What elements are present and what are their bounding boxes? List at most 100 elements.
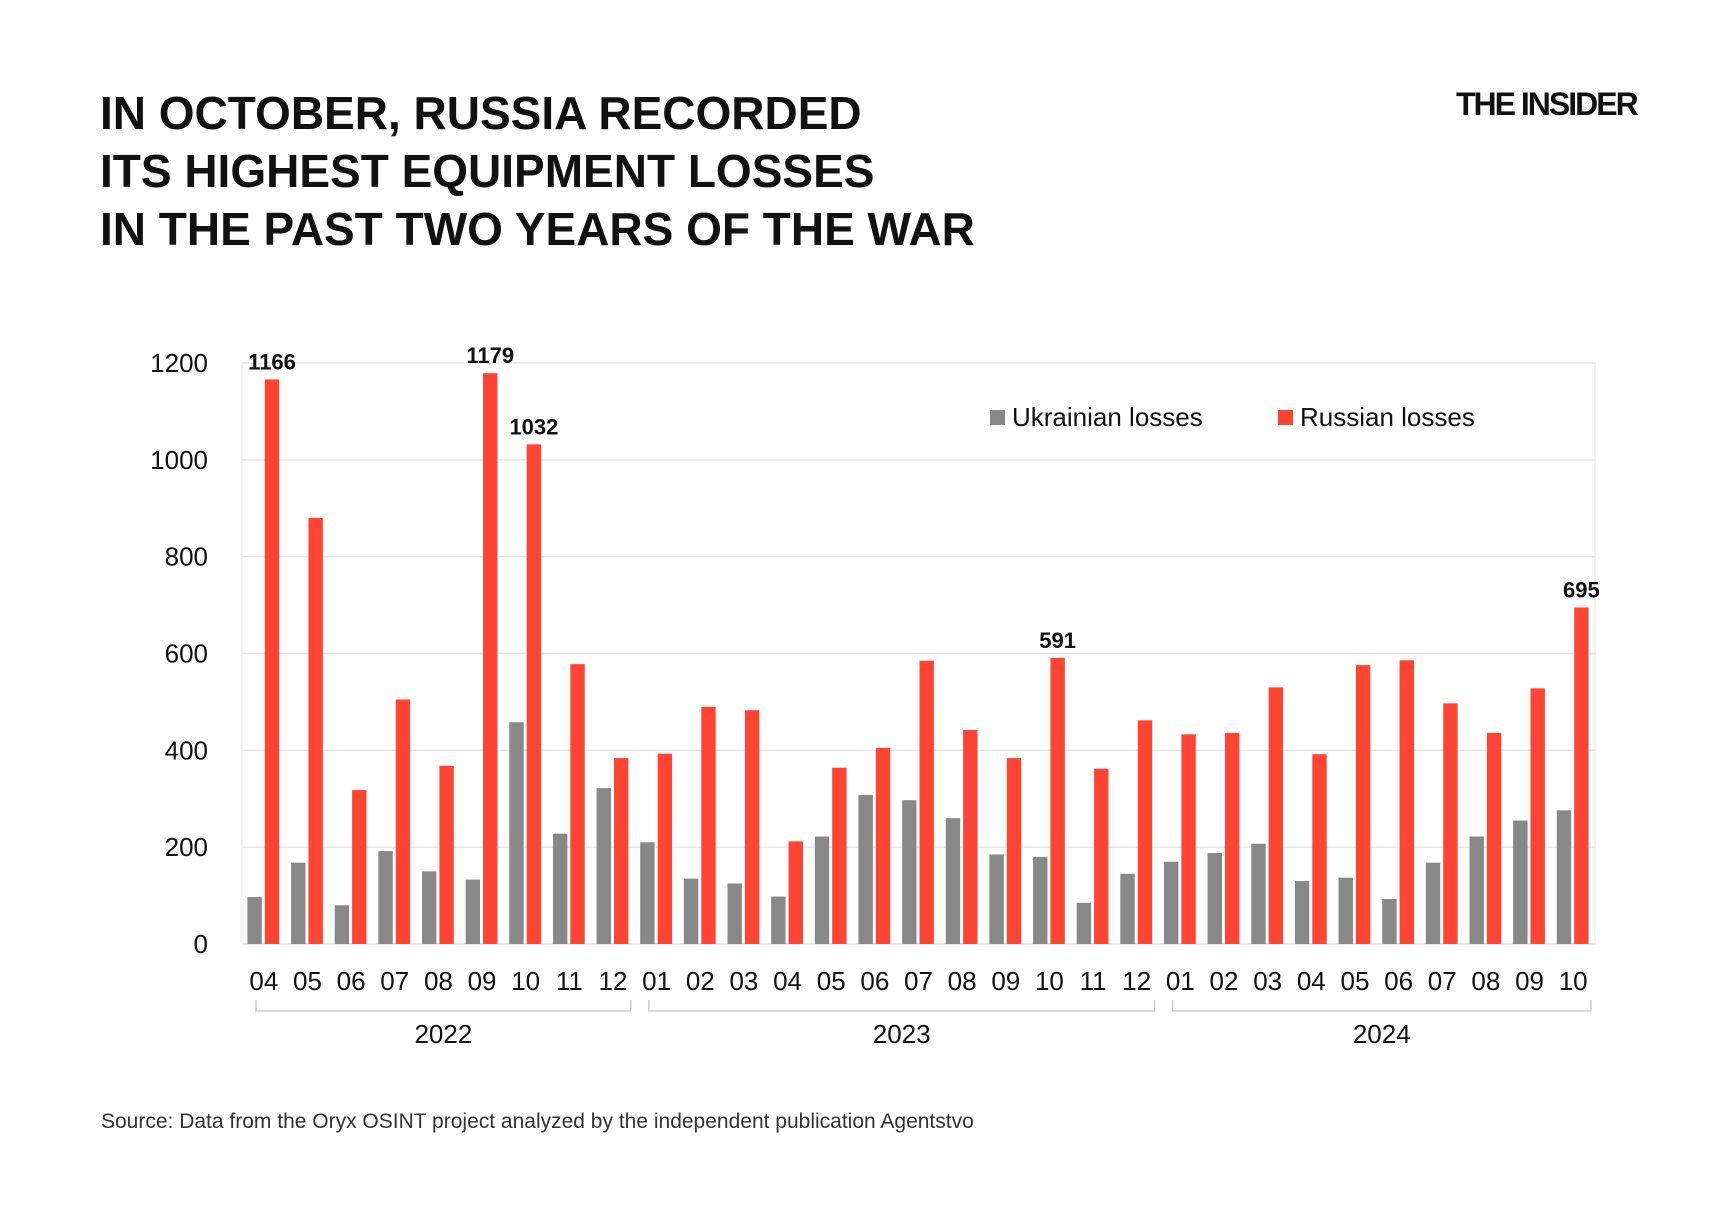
bar-ukrainian [1251,843,1266,944]
bar-russian [395,699,411,944]
x-tick-label: 07 [380,966,409,996]
x-tick-label: 01 [642,966,671,996]
bar-ukrainian [291,862,306,944]
bar-ukrainian [378,851,393,944]
bar-russian [1094,768,1109,944]
legend-swatch-ukrainian [990,410,1005,425]
bar-russian [1268,687,1284,944]
bar-ukrainian [858,794,873,944]
y-tick-label: 1200 [150,348,208,378]
data-label: 1166 [248,349,296,374]
x-tick-label: 08 [948,966,977,996]
bar-ukrainian [1469,836,1484,944]
bar-russian [875,747,891,944]
bar-ukrainian [1425,862,1441,944]
x-tick-label: 02 [686,966,715,996]
x-tick-label: 04 [249,966,278,996]
bar-ukrainian [1120,873,1135,944]
bar-ukrainian [1338,877,1353,944]
year-bracket [1171,1000,1592,1012]
x-tick-label: 09 [1515,966,1544,996]
bar-russian [744,710,760,944]
x-tick-label: 06 [860,966,889,996]
year-bracket [255,1000,632,1012]
x-tick-label: 01 [1166,966,1195,996]
year-bracket [648,1000,1156,1012]
x-tick-label: 04 [1297,966,1326,996]
x-tick-label: 06 [337,966,366,996]
bar-ukrainian [552,833,568,944]
the-insider-logo: THE INSIDER [1456,86,1639,122]
x-tick-label: 04 [773,966,802,996]
bar-ukrainian [1294,881,1310,944]
bar-ukrainian [1556,810,1572,944]
year-label: 2024 [1353,1019,1411,1049]
y-tick-label: 600 [165,639,208,669]
bar-russian [1006,758,1022,944]
data-label: 1179 [466,343,514,368]
bar-ukrainian [727,883,742,944]
year-label: 2023 [873,1019,931,1049]
x-tick-label: 08 [1471,966,1500,996]
bar-russian [1312,754,1327,944]
bar-russian [1050,657,1065,944]
bar-russian [570,664,585,944]
bar-russian [1486,732,1502,944]
bar-russian [1443,703,1458,944]
bar-ukrainian [1076,902,1092,944]
bar-ukrainian [1513,820,1528,944]
data-label: 591 [1039,628,1076,653]
x-tick-label: 10 [1035,966,1064,996]
x-tick-label: 02 [1210,966,1239,996]
bar-ukrainian [771,896,786,944]
bar-russian [1225,732,1240,944]
bar-ukrainian [1382,898,1397,944]
x-tick-label: 10 [1559,966,1588,996]
x-tick-label: 10 [511,966,540,996]
bar-russian [832,767,847,944]
legend-swatch-russian [1278,410,1293,425]
bar-ukrainian [596,788,611,944]
x-tick-label: 11 [1080,966,1107,996]
y-tick-label: 800 [165,542,208,572]
y-tick-label: 1000 [150,445,208,475]
bar-russian [1181,734,1196,944]
x-tick-label: 05 [1340,966,1369,996]
y-tick-label: 200 [165,832,208,862]
year-label: 2022 [414,1019,472,1049]
title-line: IN OCTOBER, RUSSIA RECORDED [100,87,862,139]
x-tick-label: 05 [293,966,322,996]
bar-russian [701,706,716,944]
x-tick-label: 08 [424,966,453,996]
bar-ukrainian [247,897,262,944]
x-tick-label: 06 [1384,966,1413,996]
title-line: ITS HIGHEST EQUIPMENT LOSSES [100,145,875,197]
bar-russian [1574,607,1589,944]
bar-ukrainian [1163,861,1179,944]
x-tick-label: 03 [1253,966,1282,996]
bar-ukrainian [814,836,830,944]
bar-russian [657,753,673,944]
x-tick-label: 11 [556,966,583,996]
bar-ukrainian [902,800,917,944]
bar-ukrainian [683,878,699,944]
bar-russian [439,765,454,944]
bar-russian [613,758,629,944]
bar-ukrainian [1033,856,1048,944]
title-line: IN THE PAST TWO YEARS OF THE WAR [100,203,975,255]
x-tick-label: 07 [1428,966,1457,996]
x-tick-label: 12 [599,966,628,996]
x-tick-label: 03 [729,966,758,996]
bar-ukrainian [945,818,961,944]
bar-russian [1355,665,1371,944]
x-tick-label: 12 [1122,966,1151,996]
bar-russian [1530,688,1545,944]
legend-label: Ukrainian losses [1012,402,1203,432]
bar-ukrainian [509,722,524,944]
bar-russian [526,444,542,944]
y-tick-label: 0 [194,929,208,959]
bar-ukrainian [989,854,1004,944]
chart-title: IN OCTOBER, RUSSIA RECORDED ITS HIGHEST … [100,84,975,258]
bar-russian [1399,660,1414,944]
